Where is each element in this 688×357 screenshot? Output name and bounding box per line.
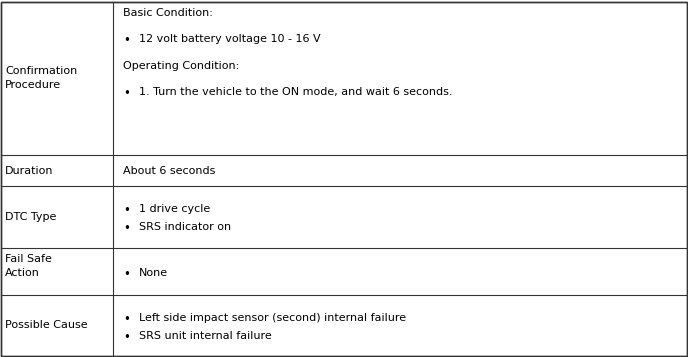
Text: •: • <box>123 87 130 101</box>
Text: 1 drive cycle: 1 drive cycle <box>139 204 211 214</box>
Text: Duration: Duration <box>6 166 54 176</box>
Text: •: • <box>123 331 130 344</box>
Text: Left side impact sensor (second) internal failure: Left side impact sensor (second) interna… <box>139 313 406 323</box>
Text: •: • <box>123 268 130 281</box>
Text: SRS indicator on: SRS indicator on <box>139 222 231 232</box>
Text: About 6 seconds: About 6 seconds <box>123 166 215 176</box>
Text: Fail Safe
Action: Fail Safe Action <box>6 253 52 277</box>
Text: •: • <box>123 313 130 326</box>
Text: •: • <box>123 34 130 47</box>
Text: DTC Type: DTC Type <box>6 212 56 222</box>
Text: •: • <box>123 222 130 235</box>
Text: Basic Condition:: Basic Condition: <box>123 7 213 17</box>
Text: Confirmation
Procedure: Confirmation Procedure <box>6 66 78 90</box>
Text: 1. Turn the vehicle to the ON mode, and wait 6 seconds.: 1. Turn the vehicle to the ON mode, and … <box>139 87 453 97</box>
Text: None: None <box>139 268 168 278</box>
Text: 12 volt battery voltage 10 - 16 V: 12 volt battery voltage 10 - 16 V <box>139 34 321 44</box>
Text: •: • <box>123 204 130 217</box>
Text: Possible Cause: Possible Cause <box>6 321 88 331</box>
Text: Operating Condition:: Operating Condition: <box>123 61 239 71</box>
Text: SRS unit internal failure: SRS unit internal failure <box>139 331 272 341</box>
